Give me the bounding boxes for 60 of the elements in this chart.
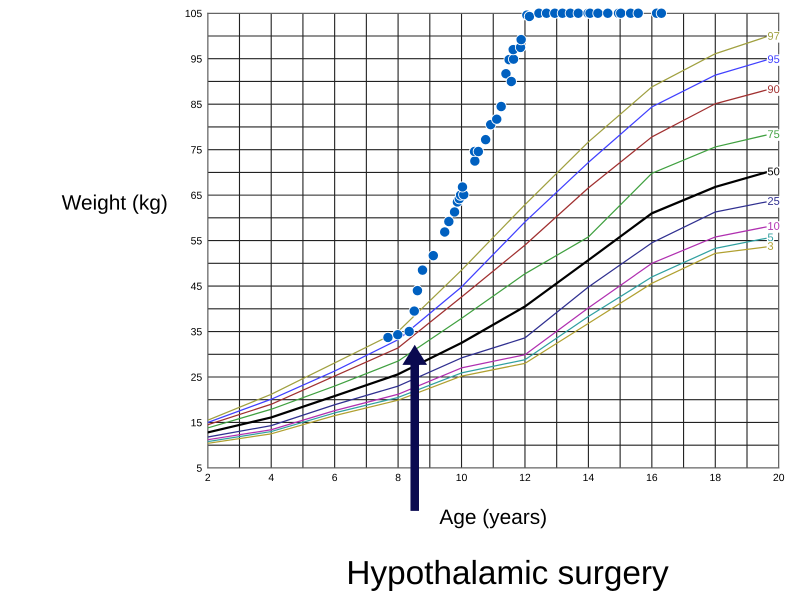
- point: [416, 264, 428, 276]
- point: [392, 329, 404, 340]
- x-tick-label: 6: [332, 474, 338, 482]
- series-label: 5: [768, 234, 774, 242]
- point: [516, 34, 527, 46]
- point: [491, 114, 502, 125]
- point: [382, 332, 394, 344]
- point: [524, 10, 535, 22]
- y-tick-label: 65: [191, 192, 202, 200]
- y-tick-label: 45: [190, 282, 202, 290]
- x-tick-label: 18: [710, 474, 721, 482]
- series-label: 90: [768, 85, 780, 94]
- y-tick-label: 55: [191, 237, 202, 244]
- series-label: 95: [768, 55, 780, 64]
- point: [496, 100, 507, 112]
- series-label: 10: [768, 222, 780, 230]
- point: [572, 8, 584, 19]
- y-tick-label: 25: [191, 373, 202, 381]
- point: [443, 216, 454, 228]
- point: [602, 8, 614, 19]
- x-axis-title: Age (years): [439, 508, 546, 528]
- y-tick-label: 35: [191, 328, 202, 336]
- point: [439, 226, 450, 238]
- series-label: 75: [768, 130, 780, 138]
- y-tick-label: 5: [196, 464, 202, 472]
- point: [448, 206, 460, 218]
- x-tick-label: 20: [773, 474, 784, 482]
- point: [656, 8, 667, 19]
- text: Hypothalamic surgery: [349, 560, 669, 591]
- x-tick-label: 8: [396, 474, 401, 482]
- point: [480, 134, 492, 146]
- point: [615, 8, 626, 19]
- point: [632, 8, 644, 19]
- point: [472, 146, 484, 158]
- y-tick-label: 75: [191, 146, 202, 154]
- point: [456, 181, 468, 193]
- x-tick-label: 14: [583, 474, 594, 482]
- point: [404, 326, 415, 338]
- point: [469, 155, 480, 167]
- point: [408, 306, 420, 317]
- y-tick-label: 15: [191, 419, 202, 426]
- y-tick-label: 85: [191, 100, 202, 108]
- point: [428, 250, 439, 262]
- y-axis-title: Weight (kg): [62, 194, 167, 214]
- point: [508, 54, 520, 65]
- point: [506, 76, 517, 88]
- series-label: 3: [768, 242, 774, 250]
- series-label: 50: [768, 168, 780, 176]
- x-tick-label: 16: [646, 474, 658, 482]
- point: [412, 285, 424, 296]
- x-tick-label: 10: [456, 474, 467, 482]
- x-tick-label: 4: [268, 474, 274, 482]
- x-tick-label: 2: [205, 474, 210, 482]
- point: [500, 68, 512, 80]
- series-label: 97: [768, 32, 780, 40]
- y-tick-label: 105: [186, 10, 202, 18]
- x-tick-label: 12: [520, 474, 530, 482]
- point: [592, 8, 604, 19]
- series-label: 25: [768, 197, 780, 205]
- y-tick-label: 95: [191, 55, 202, 63]
